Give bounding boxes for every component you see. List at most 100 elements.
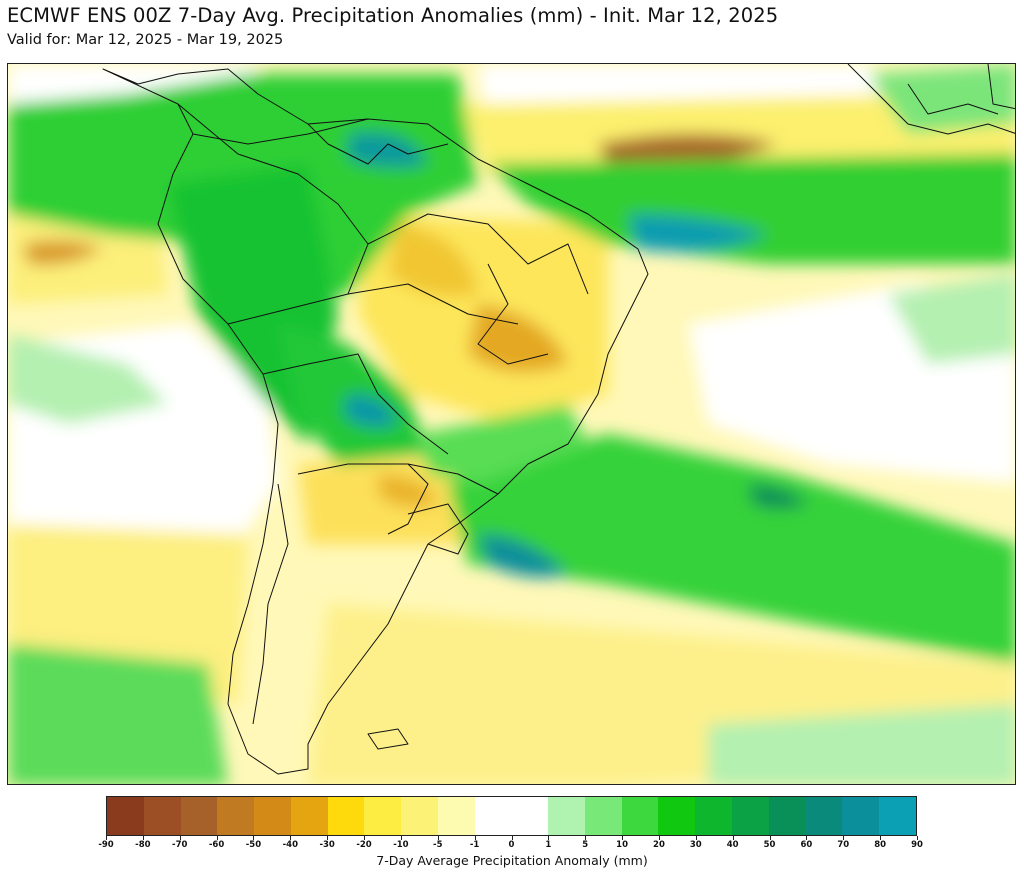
colorbar-ticks: -90 -80 -70 -60 -50 -40 -30 -20 -10 -5 -1 0 1 5 10 20 30… (98, 836, 923, 854)
colorbar-swatch (364, 797, 402, 835)
anomaly-region (478, 534, 568, 578)
colorbar-tick-label: -30 (319, 840, 335, 850)
anomaly-region (868, 64, 1015, 134)
colorbar-swatch (658, 797, 696, 835)
colorbar-tick-label: -20 (356, 840, 372, 850)
anomaly-region (8, 644, 228, 784)
country-border (367, 728, 409, 750)
colorbar-tick-label: -5 (433, 840, 443, 850)
colorbar-tick-label: 20 (653, 840, 665, 850)
colorbar-swatch (732, 797, 769, 835)
colorbar-swatch (695, 797, 733, 835)
colorbar-tickmark (216, 836, 218, 840)
chart-subtitle: Valid for: Mar 12, 2025 - Mar 19, 2025 (7, 32, 284, 48)
colorbar-swatch (621, 797, 659, 835)
colorbar-swatch (584, 797, 622, 835)
colorbar-tickmark (843, 836, 845, 840)
anomaly-region (378, 474, 438, 508)
colorbar-tickmark (622, 836, 624, 840)
colorbar-swatch (842, 797, 880, 835)
country-border (227, 283, 519, 325)
colorbar-tickmark (364, 836, 366, 840)
anomaly-region (23, 240, 103, 265)
colorbar-swatch (548, 797, 585, 835)
colorbar-tickmark (437, 836, 439, 840)
country-border (177, 103, 369, 295)
anomaly-region (708, 704, 1015, 784)
colorbar-tickmark (179, 836, 181, 840)
colorbar-tick-label: 90 (911, 840, 923, 850)
colorbar-tick-label: -50 (245, 840, 262, 850)
colorbar-swatch (254, 797, 291, 835)
anomaly-region (888, 274, 1015, 364)
colorbar-tickmark (695, 836, 697, 840)
colorbar-swatch (437, 797, 475, 835)
country-border (252, 483, 289, 725)
colorbar-tickmark (917, 836, 918, 840)
anomaly-region (8, 334, 168, 424)
colorbar-tickmark (474, 836, 476, 840)
anomaly-region (418, 404, 588, 484)
colorbar-swatch (290, 797, 328, 835)
colorbar-tick-label: 70 (837, 840, 850, 850)
colorbar-tickmark (511, 836, 513, 840)
colorbar-swatch (879, 797, 916, 835)
country-border (407, 503, 469, 555)
colorbar-tick-label: 1 (545, 840, 552, 850)
colorbar-swatch (180, 797, 218, 835)
colorbar-tick-label: -60 (208, 840, 225, 850)
colorbar-tickmark (548, 836, 550, 840)
colorbar-tickmark (106, 836, 107, 840)
africa-coast (847, 64, 1015, 135)
anomaly-region (448, 434, 1015, 664)
colorbar-tickmark (400, 836, 402, 840)
colorbar-tick-label: 10 (616, 840, 628, 850)
chart-title: ECMWF ENS 00Z 7-Day Avg. Precipitation A… (7, 4, 779, 27)
map-svg (8, 64, 1015, 784)
colorbar-tick-label: 60 (800, 840, 813, 850)
colorbar-tick-label: -10 (393, 840, 409, 850)
colorbar-tickmark (880, 836, 882, 840)
colorbar-tickmark (142, 836, 144, 840)
anomaly-region (748, 484, 808, 509)
country-border (367, 213, 589, 295)
anomaly-region (348, 132, 428, 168)
colorbar-tickmark (253, 836, 255, 840)
colorbar-swatch (805, 797, 843, 835)
colorbar-tick-label: -70 (172, 840, 188, 850)
colorbar-swatch (511, 797, 549, 835)
colorbar-tickmark (732, 836, 734, 840)
country-border (907, 83, 999, 115)
colorbar-swatch (327, 797, 365, 835)
anomaly-region (628, 214, 768, 252)
anomaly-region (388, 224, 478, 297)
colorbar (106, 796, 917, 836)
anomaly-region (278, 324, 428, 464)
colorbar-tick-label: -40 (282, 840, 298, 850)
colorbar-tickmark (327, 836, 329, 840)
colorbar-swatch (768, 797, 806, 835)
country-border (192, 118, 369, 145)
colorbar-tick-label: 0 (508, 840, 515, 850)
country-border (387, 463, 429, 535)
colorbar-tick-label: 80 (874, 840, 887, 850)
colorbar-tick-label: 30 (689, 840, 702, 850)
precipitation-anomaly-map (7, 63, 1016, 785)
colorbar-swatch (217, 797, 255, 835)
country-borders (102, 64, 1015, 775)
country-border (987, 64, 1015, 110)
colorbar-swatch (143, 797, 181, 835)
anomaly-region (598, 134, 778, 167)
colorbar-label: 7-Day Average Precipitation Anomaly (mm) (376, 853, 648, 868)
colorbar-swatch (401, 797, 438, 835)
colorbar-tickmark (290, 836, 292, 840)
colorbar-tick-label: -1 (469, 840, 480, 850)
colorbar-tick-label: 5 (582, 840, 589, 850)
country-border (477, 263, 549, 365)
colorbar-tickmark (585, 836, 587, 840)
country-border (307, 123, 449, 165)
anomaly-field (8, 64, 1015, 784)
colorbar-tick-label: -80 (135, 840, 151, 850)
colorbar-tick-label: -90 (98, 840, 114, 850)
colorbar-swatch (107, 797, 144, 835)
